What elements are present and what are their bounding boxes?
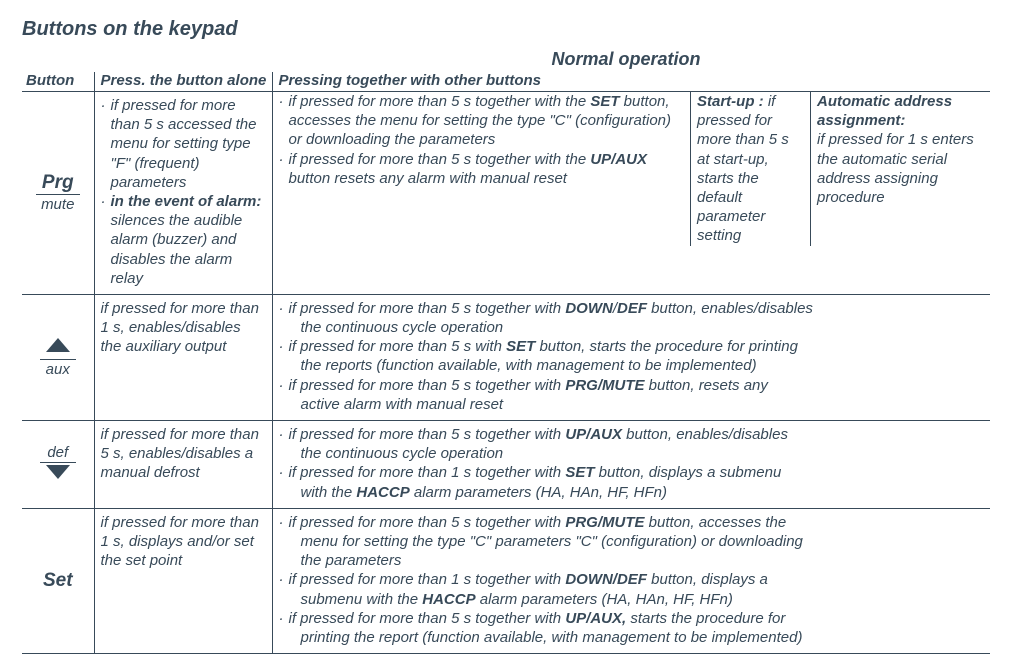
def-alone-cell: if pressed for more than 5 s, enables/di…	[94, 421, 272, 509]
keypad-buttons-table: Button Press. the button alone Pressing …	[22, 72, 990, 654]
button-divider	[40, 462, 76, 463]
button-label-prg: Prg	[24, 173, 92, 192]
aux-together-list: ·if pressed for more than 5 s together w…	[279, 299, 985, 414]
aux-alone-list: if pressed for more than 1 s, enables/di…	[101, 299, 266, 357]
header-alone: Press. the button alone	[94, 72, 272, 92]
button-prg-mute: Prg mute	[22, 92, 94, 295]
def-together-cell: ·if pressed for more than 5 s together w…	[272, 421, 990, 509]
button-set: Set	[22, 508, 94, 653]
row-prg-mute: Prg mute ·if pressed for more than 5 s a…	[22, 92, 990, 295]
prg-together-main: ·if pressed for more than 5 s together w…	[273, 92, 691, 246]
aux-together-cell: ·if pressed for more than 5 s together w…	[272, 294, 990, 420]
button-divider	[36, 194, 80, 195]
button-label-set: Set	[24, 571, 92, 590]
operation-mode-heading: Normal operation	[262, 49, 990, 70]
button-def-down: def	[22, 421, 94, 509]
header-button: Button	[22, 72, 94, 92]
button-divider	[40, 359, 76, 360]
prg-alone-cell: ·if pressed for more than 5 s accessed t…	[94, 92, 272, 295]
set-alone-list: if pressed for more than 1 s, displays a…	[101, 513, 266, 571]
set-together-cell: ·if pressed for more than 5 s together w…	[272, 508, 990, 653]
table-header-row: Button Press. the button alone Pressing …	[22, 72, 990, 92]
triangle-up-icon	[24, 338, 92, 357]
page-title: Buttons on the keypad	[22, 18, 990, 41]
button-label-aux: aux	[24, 362, 92, 377]
def-together-list: ·if pressed for more than 5 s together w…	[279, 425, 985, 502]
set-alone-cell: if pressed for more than 1 s, displays a…	[94, 508, 272, 653]
prg-alone-list: ·if pressed for more than 5 s accessed t…	[101, 96, 266, 288]
set-together-list: ·if pressed for more than 5 s together w…	[279, 513, 985, 647]
prg-startup-note: Start-up : if pressed for more than 5 s …	[690, 92, 810, 246]
button-label-def: def	[24, 445, 92, 460]
button-up-aux: aux	[22, 294, 94, 420]
row-set: Set if pressed for more than 1 s, displa…	[22, 508, 990, 653]
row-up-aux: aux if pressed for more than 1 s, enable…	[22, 294, 990, 420]
prg-together-cell: ·if pressed for more than 5 s together w…	[272, 92, 990, 295]
prg-address-note: Automatic address assignment: if pressed…	[810, 92, 990, 246]
row-def-down: def if pressed for more than 5 s, enable…	[22, 421, 990, 509]
triangle-down-icon	[24, 465, 92, 484]
button-label-mute: mute	[24, 197, 92, 212]
def-alone-list: if pressed for more than 5 s, enables/di…	[101, 425, 266, 483]
aux-alone-cell: if pressed for more than 1 s, enables/di…	[94, 294, 272, 420]
header-together: Pressing together with other buttons	[272, 72, 990, 92]
